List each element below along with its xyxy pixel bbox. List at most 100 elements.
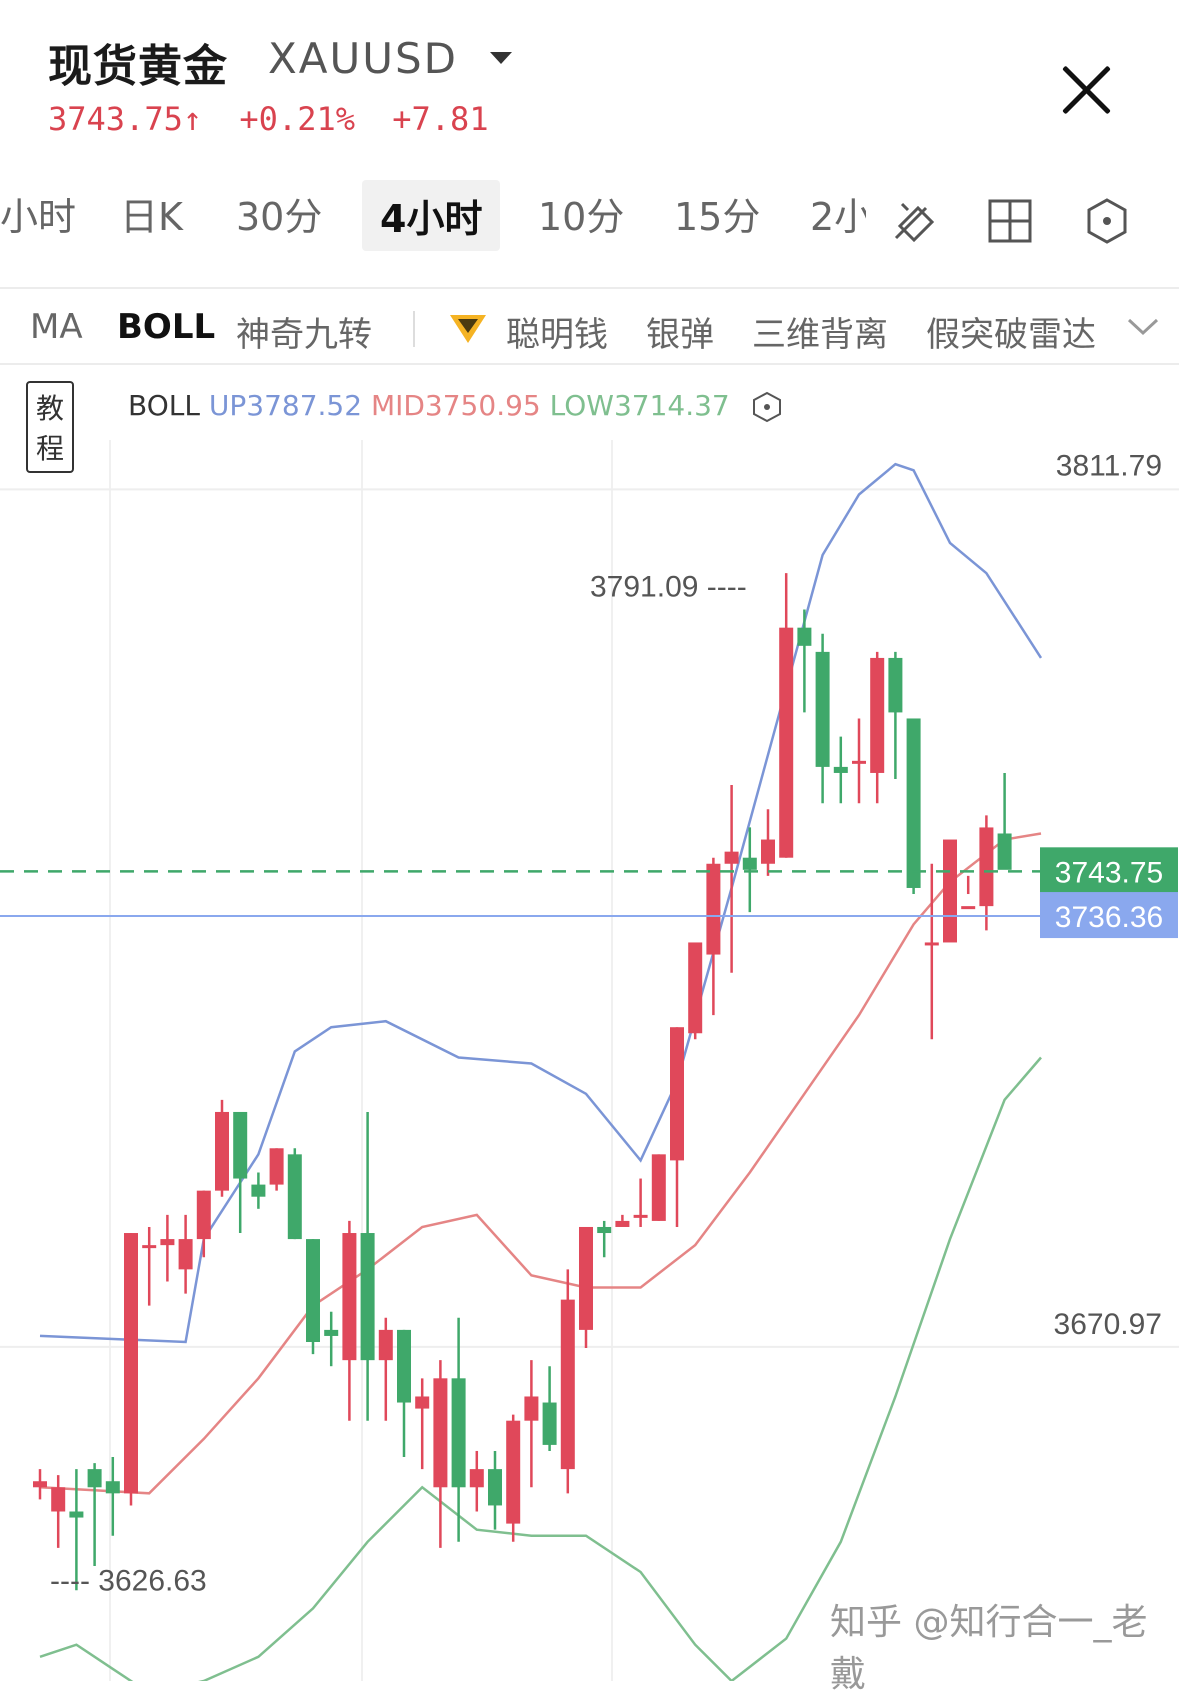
instrument-title: 现货黄金	[48, 41, 228, 92]
candle-body	[215, 1111, 229, 1191]
indicator-divergence[interactable]: 三维背离	[752, 315, 888, 355]
boll-up: UP3787.52	[208, 389, 363, 422]
candle-body	[269, 1148, 284, 1185]
boll-settings-icon[interactable]	[751, 391, 783, 423]
tab-2h[interactable]: 2小	[810, 195, 866, 239]
chevron-down-icon[interactable]	[490, 52, 512, 64]
lower-band-line	[39, 1056, 1042, 1681]
candle-body	[415, 1396, 430, 1409]
candle-body	[360, 1233, 375, 1361]
tab-30m[interactable]: 30分	[236, 195, 323, 239]
candle-body	[870, 657, 885, 773]
boll-values: BOLL UP3787.52 MID3750.95 LOW3714.37	[128, 389, 783, 423]
drawing-tool-icon[interactable]	[888, 196, 938, 246]
candle-body	[597, 1226, 612, 1234]
divider	[0, 287, 1179, 289]
watermark: 知乎 @知行合一_老戴	[830, 1602, 1148, 1695]
diamond-icon	[450, 315, 486, 343]
candle-body	[833, 766, 848, 773]
candle-body	[51, 1487, 66, 1512]
candle-body	[124, 1233, 138, 1494]
candle-body	[906, 718, 921, 888]
timeframe-tabs: 小时 日K 30分 4小时 10分 15分 2小	[0, 160, 1179, 270]
grid-layout-icon[interactable]	[985, 196, 1035, 246]
candle-body	[488, 1469, 502, 1506]
indicator-smart-money[interactable]: 聪明钱	[506, 315, 608, 355]
tab-hour[interactable]: 小时	[0, 195, 77, 239]
candle-body	[651, 1154, 666, 1221]
boll-label: BOLL	[128, 389, 200, 422]
candle-body	[579, 1226, 593, 1330]
candle-body	[706, 863, 721, 955]
candle-body	[797, 627, 812, 646]
indicator-bar: MA BOLL 神奇九转 聪明钱 银弹 三维背离 假突破雷达	[0, 289, 1179, 363]
candle-body	[287, 1154, 302, 1240]
candlestick-chart[interactable]: 3743.75 3736.36 3811.79 3670.97 3791.09 ----…	[0, 440, 1179, 1681]
candle-body	[742, 857, 757, 870]
indicator-boll[interactable]: BOLL	[117, 307, 216, 347]
current-price-label: 3743.75	[1055, 856, 1163, 889]
candle-body	[670, 1027, 684, 1161]
current-price-tag	[1040, 847, 1178, 894]
candle-body	[761, 839, 775, 864]
settings-hexagon-icon[interactable]	[1082, 196, 1132, 246]
indicator-ma[interactable]: MA	[30, 307, 83, 347]
candle-body	[542, 1402, 557, 1445]
boll-mid: MID3750.95	[370, 389, 541, 422]
candle-body	[997, 833, 1012, 870]
low-price-marker: ---- 3626.63	[50, 1564, 207, 1597]
candle-body	[342, 1233, 357, 1361]
tab-10m[interactable]: 10分	[538, 195, 625, 239]
crosshair-price-label: 3736.36	[1055, 901, 1163, 934]
candle-body	[688, 942, 703, 1034]
candle-body	[779, 627, 794, 858]
candle-body	[433, 1378, 448, 1488]
header: 现货黄金 XAUUSD 3743.75↑ +0.21% +7.81	[0, 0, 1179, 150]
candle-body	[979, 827, 994, 907]
candle-body	[397, 1329, 411, 1403]
tab-15m[interactable]: 15分	[674, 195, 761, 239]
candle-body	[251, 1184, 266, 1197]
candle-body	[160, 1239, 175, 1246]
change-percent: +0.21%	[239, 100, 355, 138]
close-icon[interactable]	[1058, 62, 1114, 118]
candle-body	[451, 1378, 466, 1488]
chevron-down-icon[interactable]	[1126, 317, 1160, 337]
candle-body	[178, 1239, 193, 1270]
candle-body	[469, 1469, 484, 1488]
candle-body	[524, 1396, 539, 1421]
instrument-symbol[interactable]: XAUUSD	[268, 34, 458, 83]
candle-body	[324, 1329, 339, 1336]
candle-body	[724, 851, 739, 864]
mid-band-line	[39, 832, 1042, 1495]
tutorial-button[interactable]: 教程	[26, 381, 75, 473]
candle-body	[961, 906, 976, 910]
candle-body	[306, 1239, 320, 1342]
candle-body	[233, 1111, 248, 1179]
candle-body	[142, 1245, 157, 1249]
quote-line: 3743.75↑ +0.21% +7.81	[48, 100, 507, 138]
last-price: 3743.75↑	[48, 100, 203, 138]
indicator-nine-turns[interactable]: 神奇九转	[236, 315, 372, 355]
high-price-marker: 3791.09 ----	[590, 571, 747, 604]
axis-label-top: 3811.79	[1056, 449, 1162, 482]
candle-body	[888, 657, 903, 713]
candle-body	[560, 1299, 575, 1470]
candle-body	[506, 1420, 521, 1524]
crosshair-price-tag	[1040, 892, 1178, 939]
indicator-silver-bullet[interactable]: 银弹	[646, 315, 714, 355]
tab-4h[interactable]: 4小时	[362, 180, 501, 251]
tab-day[interactable]: 日K	[120, 195, 183, 239]
candle-body	[852, 760, 866, 764]
candle-body	[105, 1481, 120, 1494]
divider	[413, 311, 415, 347]
candle-body	[815, 651, 830, 767]
candle-body	[196, 1190, 211, 1240]
upper-band-line	[39, 462, 1043, 1344]
candle-body	[943, 839, 957, 943]
indicator-false-breakout[interactable]: 假突破雷达	[926, 315, 1096, 355]
candle-body	[615, 1220, 630, 1227]
candle-body	[633, 1214, 648, 1218]
candle-body	[378, 1329, 393, 1361]
change-absolute: +7.81	[392, 100, 489, 138]
